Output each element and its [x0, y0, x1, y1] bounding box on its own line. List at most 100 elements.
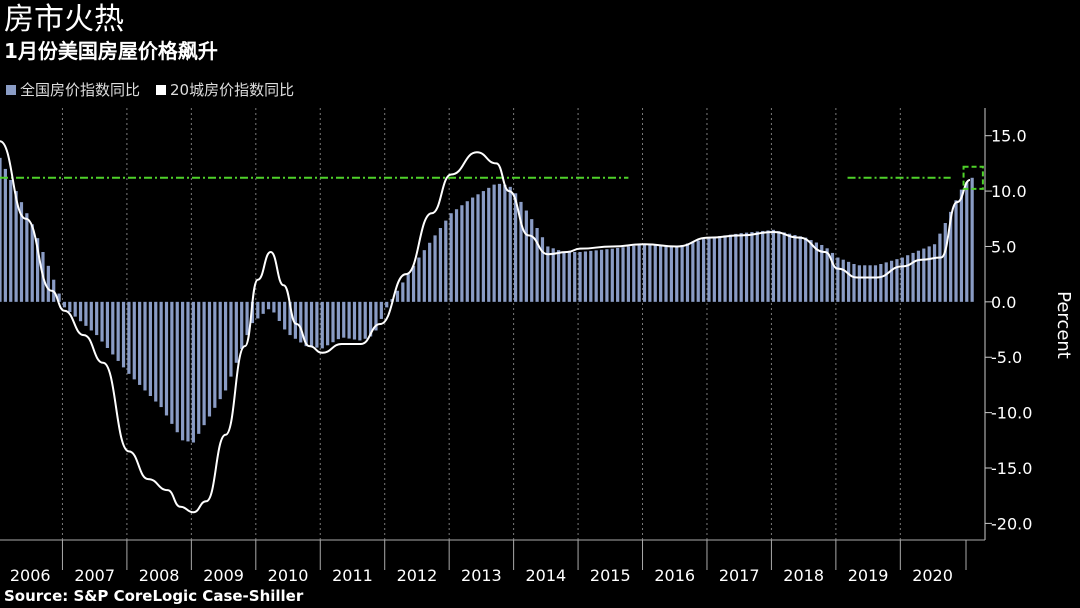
bar	[358, 301, 362, 341]
bar	[701, 239, 706, 302]
bar	[836, 257, 840, 302]
bar	[304, 301, 308, 347]
bar	[78, 301, 83, 322]
bar	[718, 236, 722, 302]
bar	[857, 265, 861, 302]
bar	[411, 265, 416, 302]
bar	[62, 301, 67, 308]
bar	[605, 249, 609, 302]
x-axis: 2006 2007 2008 2009 2010 2011 2012 2013 2014 2015…	[0, 539, 985, 585]
legend-label-national: 全国房价指数同比	[20, 81, 141, 99]
bar	[712, 236, 716, 302]
bar	[664, 245, 668, 302]
bar	[659, 245, 663, 302]
bar	[417, 257, 421, 302]
bar	[422, 250, 426, 302]
bar	[374, 301, 378, 331]
y-tick-label-10.0: 10.0	[991, 182, 1027, 201]
x-tick-label-2015: 2015	[590, 566, 631, 585]
bar	[551, 248, 555, 302]
bar	[116, 301, 120, 361]
bar	[3, 168, 7, 302]
bar	[347, 301, 351, 339]
bar	[181, 301, 185, 441]
bar	[299, 301, 303, 343]
bar	[19, 202, 24, 302]
bar	[331, 301, 335, 343]
bar	[589, 250, 593, 302]
bar	[266, 301, 271, 310]
y-axis-label: Percent	[1053, 291, 1074, 359]
bar	[959, 189, 964, 302]
x-tick-label-2013: 2013	[461, 566, 502, 585]
bar	[642, 244, 647, 302]
y-tick-label-0.0: 0.0	[991, 293, 1016, 312]
bar	[900, 257, 904, 302]
bar	[363, 301, 367, 339]
bar	[111, 301, 115, 355]
bar	[428, 242, 432, 302]
bar	[949, 211, 953, 302]
bar	[234, 301, 238, 363]
bar	[186, 301, 190, 442]
bar	[401, 282, 405, 302]
bar	[315, 301, 319, 348]
bar	[954, 200, 958, 302]
bar	[761, 230, 765, 302]
x-tick-label-2010: 2010	[268, 566, 309, 585]
bar	[535, 228, 539, 302]
bar	[46, 265, 50, 302]
bar	[669, 246, 673, 302]
bar	[562, 252, 566, 302]
bar	[632, 245, 636, 302]
bar	[965, 182, 969, 302]
bar	[95, 301, 99, 336]
bar	[793, 235, 797, 302]
bar	[847, 261, 851, 302]
bar	[916, 250, 921, 302]
bar	[465, 201, 469, 302]
bar	[621, 247, 625, 302]
bar	[594, 250, 598, 302]
bar	[648, 244, 652, 302]
bar	[444, 220, 448, 302]
bar	[250, 301, 255, 324]
bar	[454, 209, 459, 302]
bar	[540, 237, 545, 302]
bar	[207, 301, 212, 417]
bar	[449, 213, 453, 302]
bar	[782, 232, 786, 302]
bar	[932, 244, 937, 302]
x-tick-label-2006: 2006	[10, 566, 51, 585]
bar	[938, 233, 942, 302]
bar	[675, 246, 679, 302]
bar	[492, 184, 496, 302]
bar	[895, 259, 899, 302]
bar	[438, 228, 443, 302]
y-tick-label--5.0: -5.0	[991, 348, 1022, 367]
bar	[771, 229, 776, 302]
bar	[9, 180, 13, 302]
chart-subtitle: 1月份美国房屋价格飙升	[4, 39, 218, 63]
bar	[223, 301, 228, 391]
bar	[766, 230, 770, 302]
bar	[889, 260, 894, 302]
bar	[744, 232, 749, 302]
bar	[637, 244, 641, 302]
x-tick-label-2011: 2011	[332, 566, 373, 585]
bar	[138, 301, 142, 385]
bar	[497, 183, 502, 302]
bar	[121, 301, 126, 368]
bar	[777, 231, 781, 302]
legend-item-20city: 20城房价指数同比	[156, 80, 294, 100]
bar	[191, 301, 195, 443]
x-tick-label-2018: 2018	[783, 566, 824, 585]
source-note: Source: S&P CoreLogic Case-Shiller	[4, 587, 304, 605]
bar	[202, 301, 206, 426]
bar	[884, 262, 888, 302]
bar	[170, 301, 174, 424]
grid-lines	[61, 108, 901, 540]
bar	[696, 240, 700, 302]
bar	[283, 301, 287, 330]
